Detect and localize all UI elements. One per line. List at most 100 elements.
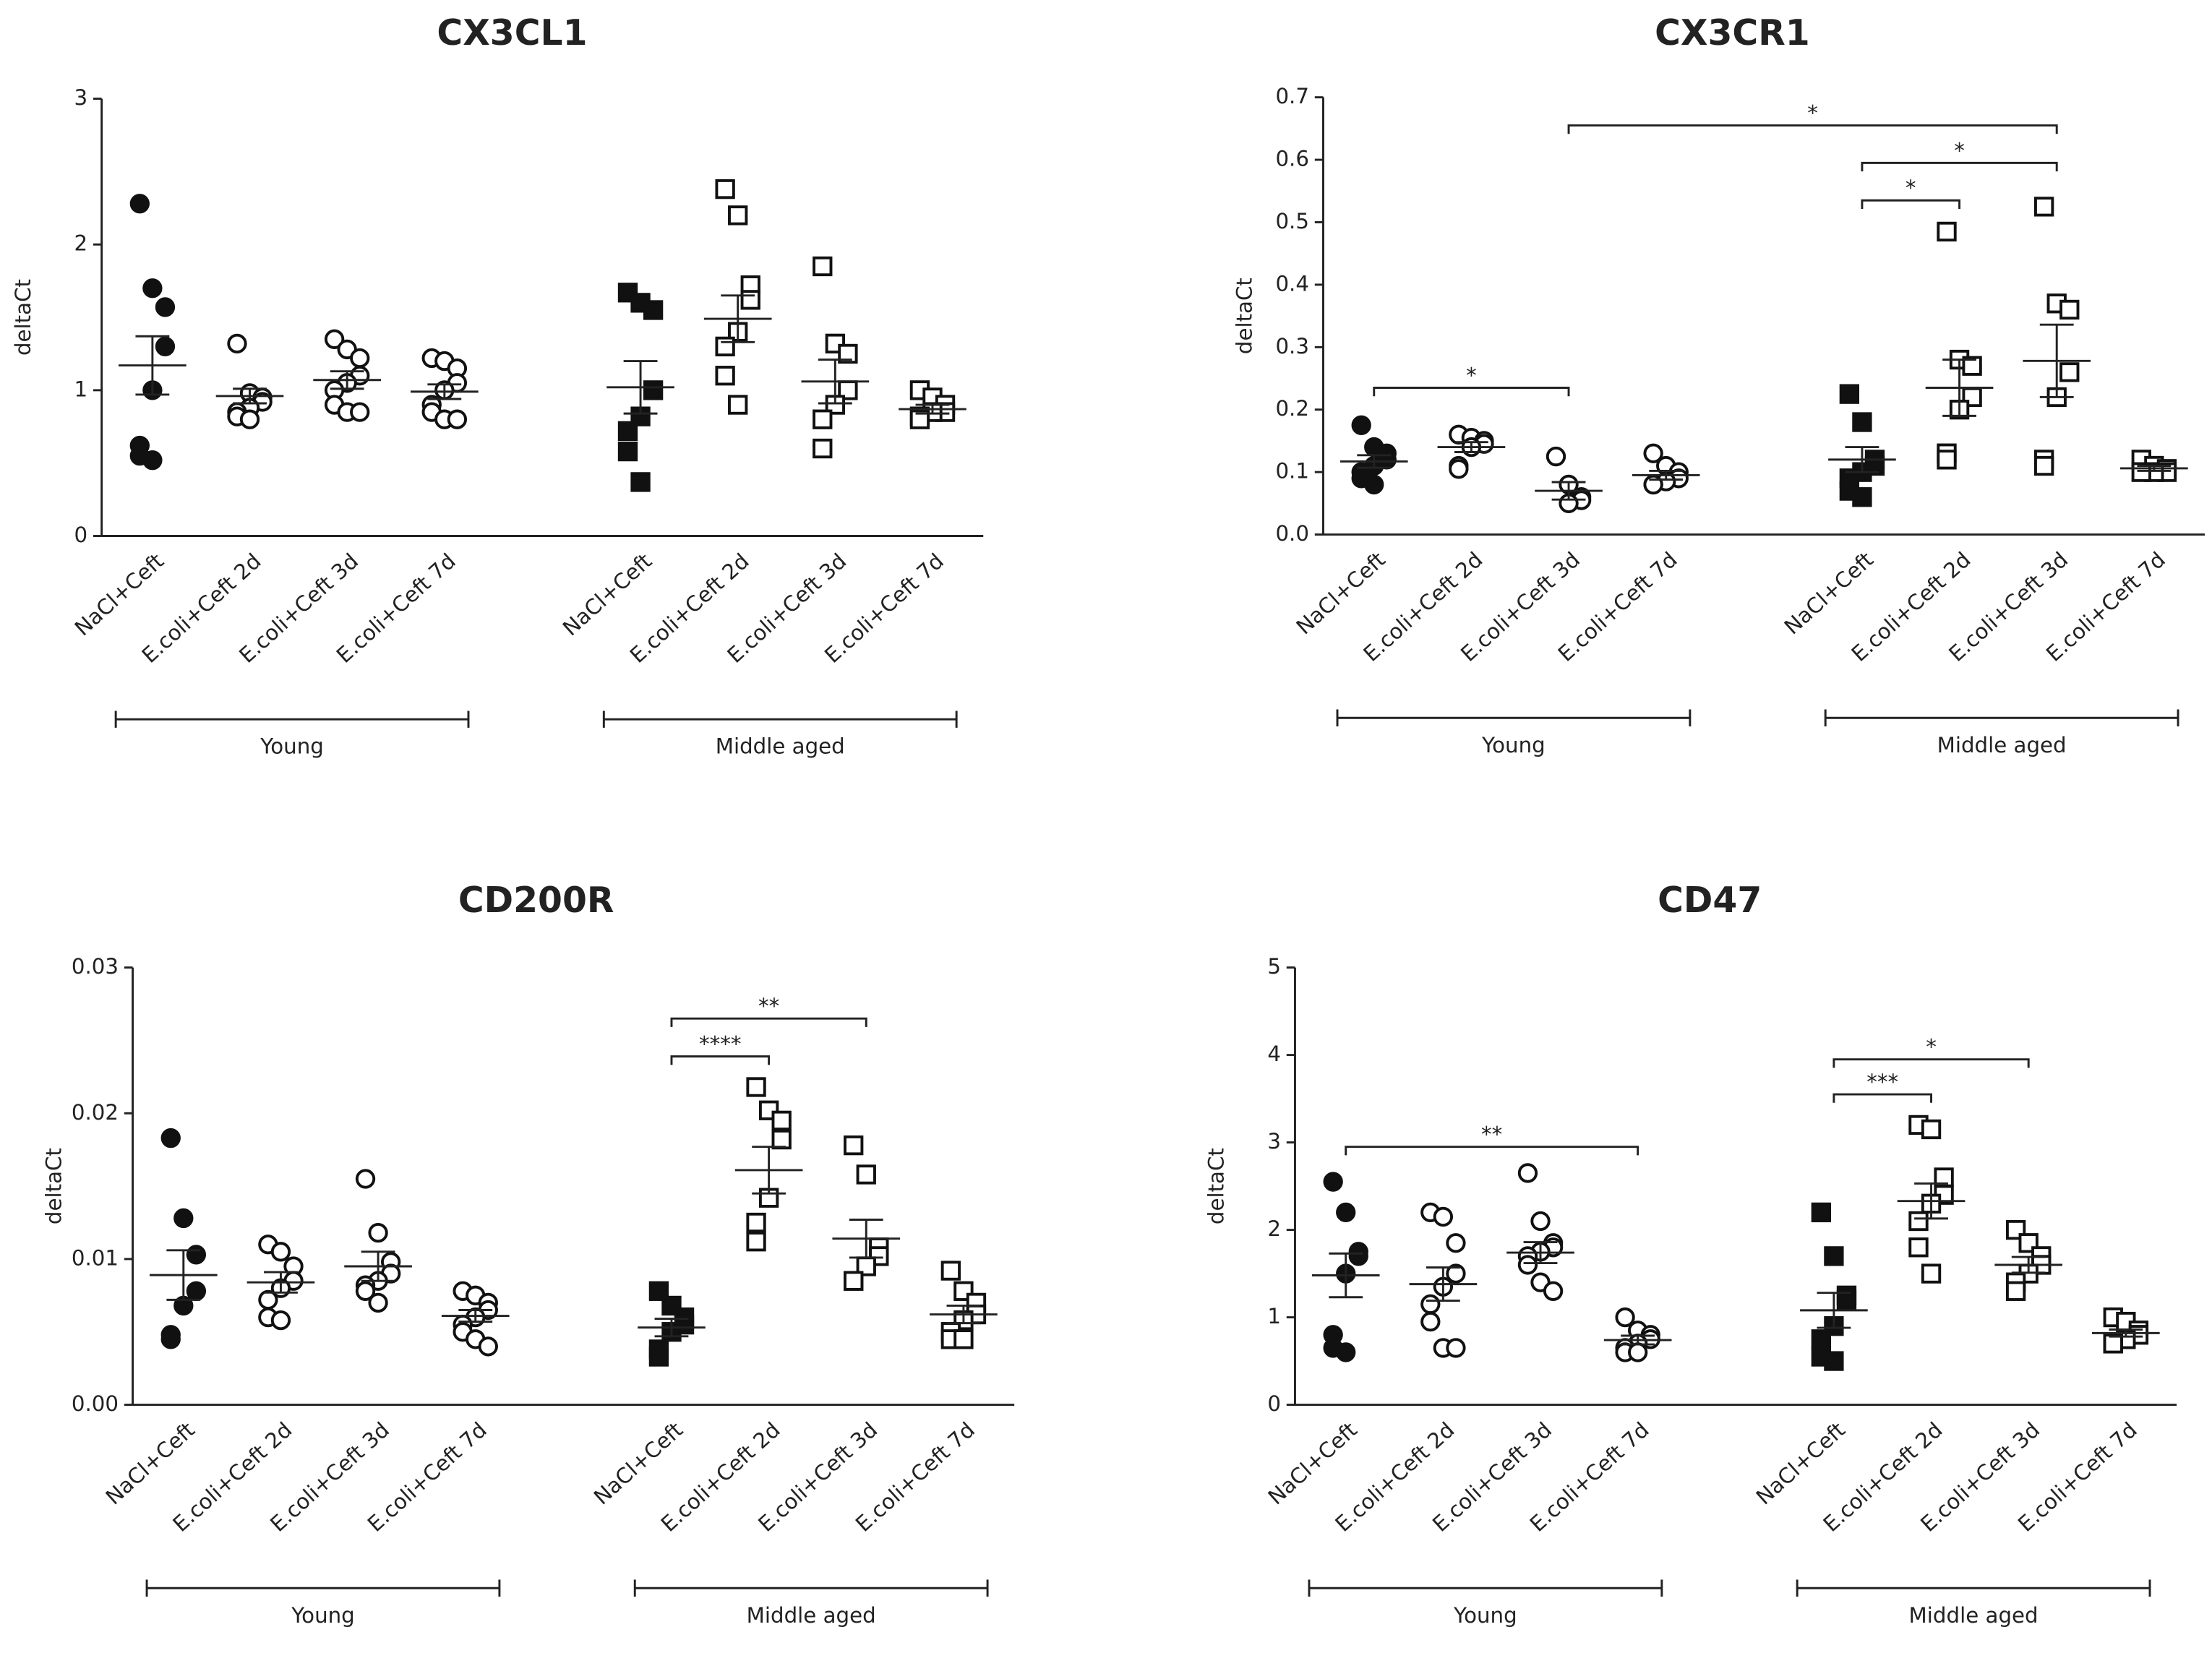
data-point — [1336, 1202, 1356, 1223]
y-tick-label: 4 — [1267, 1042, 1281, 1066]
data-point — [643, 380, 664, 400]
data-point — [258, 1289, 278, 1310]
data-point — [142, 278, 163, 299]
sem-bar — [654, 1318, 689, 1338]
sem-bar — [458, 1309, 493, 1323]
y-axis-label: deltaCt — [42, 1148, 67, 1224]
group-label: Young — [1453, 1603, 1517, 1628]
data-point — [1420, 1311, 1441, 1332]
data-point — [350, 402, 370, 422]
data-point — [1824, 1351, 1844, 1371]
y-tick-label: 0 — [74, 523, 87, 547]
data-point — [648, 1347, 669, 1367]
data-point — [1449, 459, 1469, 479]
chart-title: CD47 — [1658, 880, 1762, 921]
data-point — [1908, 1237, 1929, 1258]
x-tick-label: NaCl+Ceft — [1264, 1417, 1362, 1509]
x-tick-label: NaCl+Ceft — [1752, 1417, 1850, 1509]
y-tick-label: 2 — [1267, 1216, 1281, 1241]
sem-bar — [1942, 358, 1976, 417]
data-point — [771, 1110, 792, 1131]
data-point — [1921, 1263, 1942, 1284]
data-point — [1336, 1342, 1356, 1362]
sem-bar — [2109, 1328, 2143, 1338]
data-point — [715, 366, 735, 386]
sem-bar — [1454, 441, 1488, 453]
group-label: Young — [1481, 733, 1546, 757]
data-point — [160, 1329, 181, 1349]
data-point — [1351, 415, 1371, 435]
significance-bracket — [1861, 161, 2058, 172]
data-point — [173, 1208, 194, 1229]
data-point — [2059, 362, 2080, 382]
significance-label: * — [1466, 363, 1477, 387]
data-point — [838, 343, 858, 364]
data-point — [368, 1292, 388, 1313]
group-label: Young — [260, 734, 324, 759]
data-point — [1446, 1338, 1466, 1358]
data-point — [1962, 356, 1982, 376]
data-point — [155, 336, 176, 357]
x-tick-label: NaCl+Ceft — [70, 549, 168, 640]
data-point — [1546, 446, 1566, 467]
sem-bar — [1551, 481, 1586, 501]
data-point — [746, 1077, 766, 1097]
group-bracket — [633, 1579, 989, 1597]
group-label: Young — [291, 1603, 355, 1628]
x-tick-label: NaCl+Ceft — [1292, 547, 1390, 639]
y-tick-label: 1 — [74, 377, 87, 401]
data-point — [1852, 412, 1872, 432]
significance-bracket — [670, 1017, 867, 1027]
data-point — [270, 1310, 291, 1331]
y-tick-label: 2 — [74, 231, 87, 256]
significance-label: * — [1926, 1035, 1937, 1060]
data-point — [1811, 1329, 1832, 1349]
data-point — [186, 1245, 207, 1265]
data-point — [740, 290, 760, 310]
sem-bar — [915, 403, 950, 415]
y-tick-label: 3 — [1267, 1129, 1281, 1154]
y-tick-label: 0.7 — [1275, 84, 1309, 108]
y-tick-label: 0.00 — [72, 1391, 119, 1416]
data-point — [1839, 384, 1860, 404]
data-point — [909, 409, 930, 429]
data-point — [1446, 1233, 1466, 1253]
sem-bar — [427, 383, 462, 400]
data-point — [1811, 1202, 1832, 1223]
data-point — [1364, 474, 1384, 495]
data-point — [1348, 1246, 1368, 1266]
sem-bar — [818, 358, 852, 405]
significance-label: * — [1954, 138, 1965, 163]
y-tick-label: 0 — [1267, 1391, 1281, 1416]
y-axis-label: deltaCt — [11, 279, 35, 356]
data-point — [1433, 1206, 1454, 1227]
x-tick-label: NaCl+Ceft — [558, 549, 656, 640]
y-tick-label: 0.3 — [1275, 334, 1309, 358]
y-axis-label: deltaCt — [1204, 1148, 1229, 1224]
data-point — [324, 329, 345, 349]
data-point — [1615, 1307, 1635, 1328]
data-point — [447, 409, 468, 429]
data-point — [1628, 1342, 1648, 1362]
data-point — [813, 438, 833, 459]
sem-bar — [721, 294, 755, 343]
data-point — [227, 333, 247, 354]
data-point — [2103, 1334, 2123, 1354]
chart-title: CX3CR1 — [1655, 12, 1810, 53]
data-point — [129, 194, 150, 214]
data-point — [2005, 1281, 2026, 1301]
data-point — [648, 1281, 669, 1301]
significance-bracket — [670, 1055, 771, 1065]
sem-bar — [1426, 1266, 1460, 1302]
data-point — [643, 300, 664, 320]
y-tick-label: 0.01 — [72, 1245, 119, 1270]
sem-bar — [361, 1250, 395, 1282]
significance-bracket — [1832, 1093, 1933, 1103]
data-point — [1908, 1211, 1929, 1232]
data-point — [355, 1281, 376, 1301]
data-point — [728, 205, 748, 226]
